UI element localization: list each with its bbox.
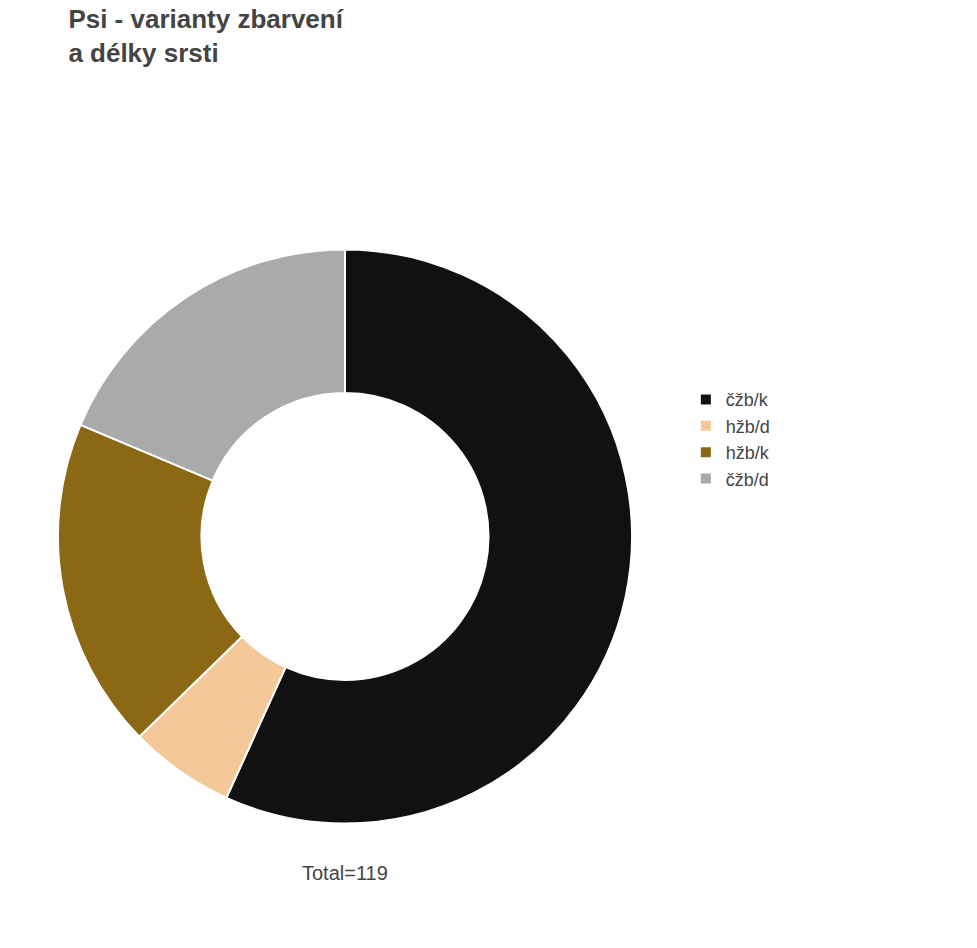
svg-text:hžb/k: hžb/k [726, 443, 770, 463]
svg-text:čžb/d: čžb/d [726, 470, 769, 490]
svg-text:hžb/d: hžb/d [726, 417, 770, 437]
svg-text:Psi - varianty zbarvenía délky: Psi - varianty zbarvenía délky srsti [68, 4, 343, 68]
svg-text:Total=119: Total=119 [302, 862, 388, 884]
svg-text:čžb/k: čžb/k [726, 390, 769, 410]
